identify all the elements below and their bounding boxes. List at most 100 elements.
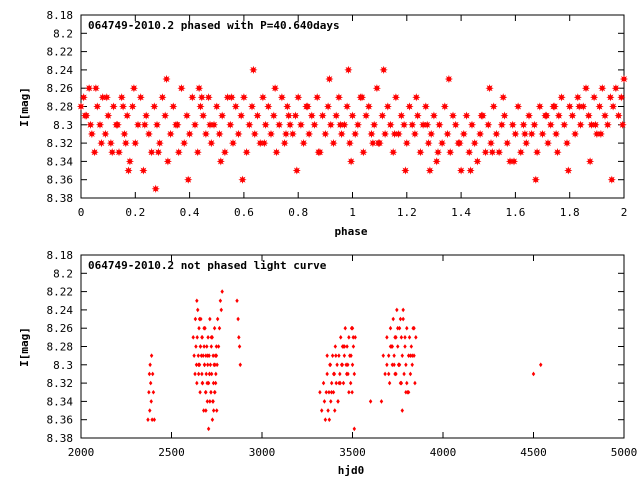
data-point: [180, 138, 189, 148]
data-point: [147, 148, 156, 157]
data-point: [275, 120, 284, 129]
data-point: [330, 353, 335, 358]
x-tick-label: 3500: [339, 446, 366, 459]
data-point: [500, 111, 509, 120]
data-point: [151, 184, 160, 193]
data-point: [322, 399, 327, 404]
data-point: [388, 344, 393, 349]
data-point: [331, 371, 336, 377]
data-point: [150, 371, 155, 377]
data-point: [95, 120, 105, 129]
data-point: [195, 335, 199, 340]
x-tick-label: 0.2: [125, 206, 145, 219]
data-point: [208, 399, 212, 404]
data-point: [614, 111, 623, 120]
data-point: [372, 84, 382, 93]
data-point: [386, 120, 395, 129]
data-point: [201, 408, 206, 413]
data-point: [163, 157, 173, 166]
data-point: [204, 389, 208, 395]
data-point: [292, 166, 301, 175]
data-point: [410, 129, 419, 139]
data-point: [213, 362, 217, 368]
data-point: [381, 129, 390, 139]
data-point: [367, 129, 376, 139]
data-point: [205, 399, 210, 404]
data-point: [396, 362, 401, 368]
data-point: [595, 102, 604, 111]
data-point: [338, 371, 342, 377]
data-point: [522, 139, 531, 148]
data-point: [142, 111, 151, 120]
data-point: [188, 93, 197, 102]
y-tick-label: 8.3: [53, 359, 73, 372]
y-tick-label: 8.24: [47, 304, 74, 317]
data-point: [606, 93, 615, 102]
data-point: [314, 148, 323, 157]
data-point: [205, 344, 209, 349]
data-point: [335, 362, 339, 368]
data-point: [197, 93, 206, 102]
data-point: [345, 344, 349, 349]
data-point: [329, 138, 338, 148]
data-point: [347, 335, 351, 340]
data-point: [237, 344, 242, 349]
data-point: [603, 120, 612, 129]
data-point: [227, 93, 236, 102]
data-point: [303, 102, 312, 111]
x-tick-label: 4500: [520, 446, 547, 459]
data-point: [113, 120, 122, 129]
data-point: [503, 139, 512, 148]
data-point: [412, 325, 416, 331]
data-point: [318, 111, 327, 120]
data-point: [391, 316, 395, 322]
data-point: [272, 148, 281, 157]
x-axis-label: hjd0: [338, 464, 365, 477]
data-point: [477, 111, 486, 120]
data-point: [84, 84, 94, 93]
data-point: [270, 84, 280, 93]
data-point: [409, 344, 414, 349]
data-point: [334, 380, 338, 386]
data-point: [397, 111, 406, 120]
data-point: [495, 148, 504, 157]
data-point: [325, 371, 329, 377]
data-point: [440, 102, 449, 111]
data-point: [214, 353, 219, 358]
data-point: [87, 129, 96, 139]
data-point: [457, 166, 466, 175]
data-point: [391, 93, 400, 102]
y-tick-label: 8.24: [47, 64, 74, 77]
data-point: [403, 344, 407, 349]
data-point: [538, 129, 547, 139]
data-point: [200, 335, 204, 340]
data-point: [557, 93, 566, 102]
data-point: [231, 102, 240, 111]
data-point: [352, 371, 357, 377]
data-point: [216, 344, 221, 349]
data-point: [208, 316, 212, 322]
data-point: [432, 157, 441, 166]
data-point: [253, 111, 262, 120]
data-point: [120, 129, 129, 139]
data-point: [242, 148, 251, 157]
data-point: [331, 389, 336, 395]
data-point: [234, 129, 243, 139]
data-point: [389, 148, 398, 157]
data-point: [446, 148, 455, 157]
data-point: [166, 129, 175, 139]
data-point: [260, 138, 269, 148]
data-point: [91, 84, 101, 93]
data-point: [299, 138, 308, 148]
data-point: [204, 371, 208, 377]
data-point: [379, 399, 384, 404]
data-point: [398, 316, 403, 322]
data-point: [516, 148, 525, 157]
data-point: [598, 84, 607, 93]
data-point: [291, 111, 300, 120]
data-point: [213, 380, 218, 386]
data-point: [385, 362, 389, 368]
data-point: [543, 138, 553, 148]
data-point: [199, 353, 204, 358]
data-point: [334, 353, 338, 358]
